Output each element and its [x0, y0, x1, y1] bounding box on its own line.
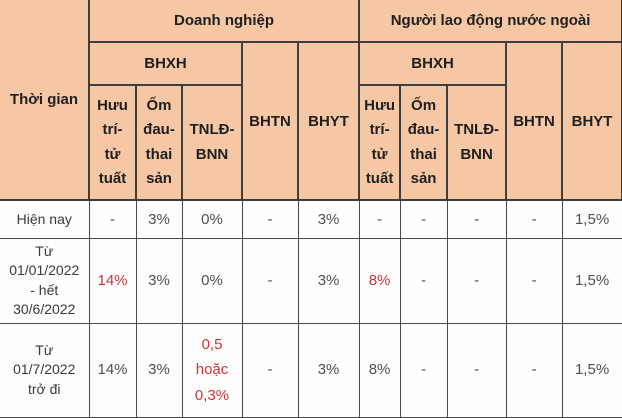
value-cell: - — [399, 199, 448, 239]
value-cell-highlighted: 8% — [358, 237, 401, 324]
table-row-tu-01-7-2022: Từ 01/7/2022 trở đi 14% 3% 0,5 hoặc 0,3%… — [0, 322, 622, 418]
subcol-om-dau-thai-san-foreign: Ốm đau- thai sản — [399, 84, 449, 201]
value-cell: 1,5% — [561, 237, 622, 324]
time-column-header: Thời gian — [0, 0, 90, 201]
bhyt-header-enterprise: BHYT — [296, 41, 361, 201]
subcol-tnld-bnn-foreign: TNLĐ- BNN — [446, 84, 508, 201]
value-cell: 8% — [358, 322, 401, 418]
row-label: Từ 01/7/2022 trở đi — [0, 322, 90, 418]
value-cell: 3% — [135, 199, 183, 239]
value-cell: 3% — [297, 199, 360, 239]
bhtn-header-enterprise: BHTN — [241, 41, 299, 201]
value-cell: - — [241, 322, 299, 418]
value-cell: - — [505, 237, 563, 324]
header-row-bhxh: BHXH BHTN BHYT BHXH BHTN BHYT — [0, 41, 622, 201]
value-cell: - — [446, 322, 507, 418]
value-cell: - — [399, 237, 448, 324]
table-row-tu-01-01-2022: Từ 01/01/2022 - hết 30/6/2022 14% 3% 0% … — [0, 237, 622, 324]
value-cell: - — [446, 237, 507, 324]
table-row-hien-nay: Hiện nay - 3% 0% - 3% - - - - 1,5% — [0, 199, 622, 239]
bhxh-header-enterprise: BHXH — [88, 41, 243, 86]
value-cell: 3% — [297, 237, 360, 324]
value-cell: - — [241, 237, 299, 324]
row-label: Từ 01/01/2022 - hết 30/6/2022 — [0, 237, 90, 324]
value-cell: - — [88, 199, 137, 239]
value-cell: - — [241, 199, 299, 239]
value-cell: 0% — [181, 199, 243, 239]
value-cell: 0% — [181, 237, 243, 324]
value-cell: 14% — [88, 322, 137, 418]
value-cell: - — [446, 199, 507, 239]
bhxh-header-foreign: BHXH — [358, 41, 508, 86]
subcol-om-dau-thai-san-enterprise: Ốm đau- thai sản — [135, 84, 183, 201]
subcol-tnld-bnn-enterprise: TNLĐ- BNN — [181, 84, 243, 201]
row-label: Hiện nay — [0, 199, 90, 239]
header-row-subcolumns: Hưu trí- tử tuất Ốm đau- thai sản TNLĐ- … — [0, 84, 622, 201]
header-row-groups: Thời gian Doanh nghiệp Người lao động nư… — [0, 0, 622, 201]
group-header-nguoi-lao-dong-nuoc-ngoai: Người lao động nước ngoài — [358, 0, 622, 43]
subcol-huu-tri-tu-tuat-enterprise: Hưu trí- tử tuất — [88, 84, 137, 201]
value-cell: 1,5% — [561, 322, 622, 418]
value-cell: - — [505, 322, 563, 418]
value-cell-highlighted: 14% — [88, 237, 137, 324]
value-cell-highlighted: 0,5 hoặc 0,3% — [181, 322, 243, 418]
value-cell: 3% — [135, 322, 183, 418]
subcol-huu-tri-tu-tuat-foreign: Hưu trí- tử tuất — [358, 84, 402, 201]
value-cell: 3% — [297, 322, 360, 418]
value-cell: 1,5% — [561, 199, 622, 239]
bhtn-header-foreign: BHTN — [505, 41, 564, 201]
value-cell: 3% — [135, 237, 183, 324]
bhyt-header-foreign: BHYT — [561, 41, 622, 201]
value-cell: - — [358, 199, 401, 239]
value-cell: - — [505, 199, 563, 239]
value-cell: - — [399, 322, 448, 418]
group-header-doanh-nghiep: Doanh nghiệp — [87, 0, 361, 43]
